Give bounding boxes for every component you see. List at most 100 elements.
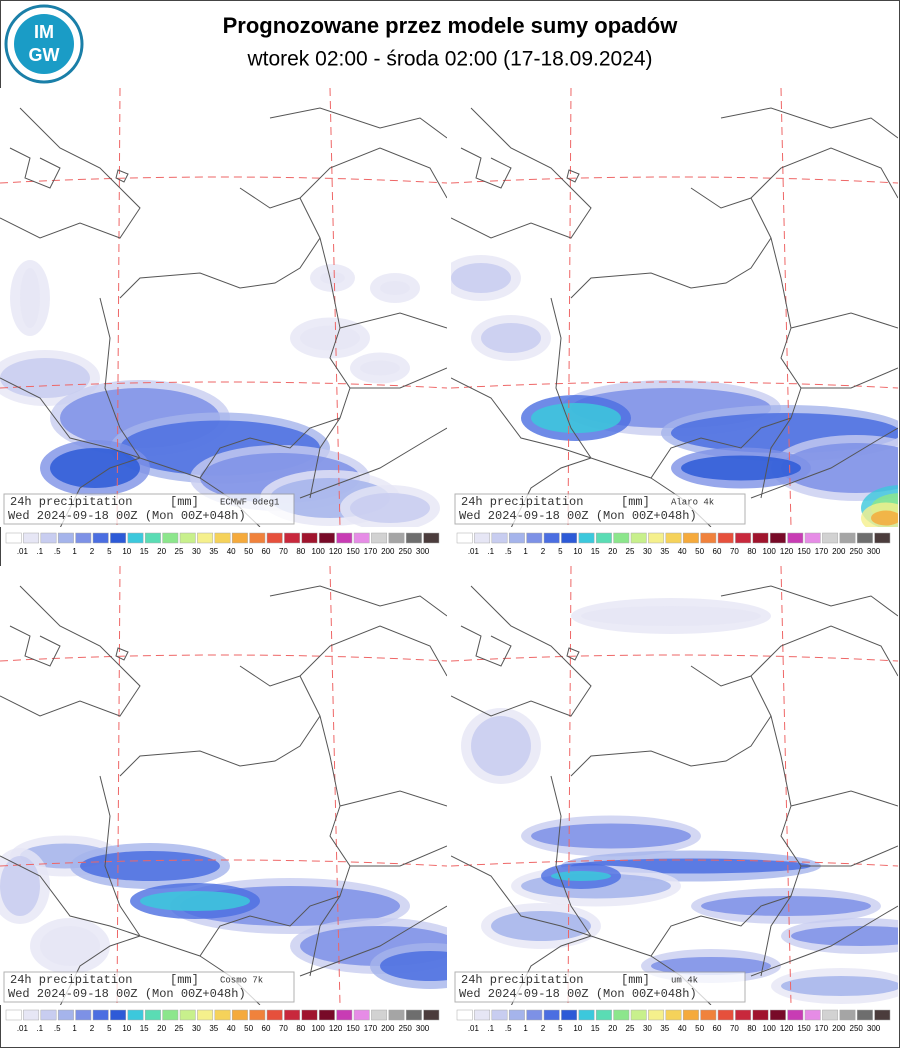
colorbar-box [491,1009,508,1021]
colorbar-label: 1 [523,1024,528,1033]
precip-area [0,358,90,398]
colorbar-label: 80 [747,547,756,556]
colorbar-label: 15 [140,1024,149,1033]
map-panel: 24h precipitation [mm] Alaro 4k Wed 2024-09… [451,88,898,527]
border [566,169,580,183]
precip-area [651,957,771,975]
colorbar-box [179,532,196,544]
colorbar-label: 1 [72,1024,77,1033]
colorbar-box [266,1009,283,1021]
border [299,905,447,977]
parallel [0,859,447,867]
title: Prognozowane przez modele sumy opadów [223,13,679,38]
colorbar-label: .5 [505,547,512,556]
colorbar-box [405,532,422,544]
colorbar-label: 50 [244,1024,253,1033]
precip-area [350,493,430,523]
colorbar-label: 250 [850,1024,864,1033]
colorbar-box [127,1009,144,1021]
border [590,417,792,479]
border [309,237,351,499]
colorbar-label: 200 [381,547,395,556]
colorbar-box [423,532,440,544]
colorbar-box [613,1009,630,1021]
border [566,647,580,661]
border [99,297,141,459]
colorbar-box [423,1009,440,1021]
colorbar-label: 25 [626,1024,635,1033]
colorbar-label: 120 [329,1024,343,1033]
colorbar-label: .01 [17,547,29,556]
colorbar-label: 60 [262,1024,271,1033]
precip-area [481,323,541,353]
colorbar-box [405,1009,422,1021]
precip-area [781,976,898,996]
colorbar-box [144,1009,161,1021]
precip-label: 24h precipitation [10,973,132,987]
border [570,665,772,777]
parallel [451,176,898,184]
colorbar: .01.1.5 1 2 5 10 15 20 25 30 35 40 50 60 70 80 100 120 15… [456,532,891,556]
colorbar-label: 40 [227,1024,236,1033]
colorbar-label: 250 [399,1024,413,1033]
border [460,625,512,667]
parallel [0,176,447,184]
colorbar-box [700,1009,717,1021]
colorbar-box [874,532,891,544]
colorbar-box [561,1009,578,1021]
colorbar-label: 120 [780,1024,794,1033]
colorbar-box [648,532,665,544]
precip-area [320,272,345,284]
colorbar-box [508,532,525,544]
meridian [567,88,572,527]
border [451,107,592,239]
colorbar-label: 25 [175,1024,184,1033]
colorbar-box [526,1009,543,1021]
colorbar-label: 70 [730,547,739,556]
model-name: ECMWF 0deg1 [220,497,279,507]
border [0,377,141,459]
border [750,147,898,199]
colorbar-label: 2 [541,547,546,556]
colorbar-label: 250 [850,547,864,556]
border [801,367,898,389]
colorbar-box [197,1009,214,1021]
colorbar-box [40,532,57,544]
colorbar-box [474,1009,491,1021]
colorbar-box [353,532,370,544]
colorbar-label: 60 [713,1024,722,1033]
colorbar-box [144,532,161,544]
border [339,312,447,329]
colorbar-label: 30 [192,1024,201,1033]
colorbar-box [804,532,821,544]
colorbar-label: 5 [107,1024,112,1033]
colorbar-label: 170 [815,547,829,556]
colorbar-box [353,1009,370,1021]
colorbar-label: 50 [244,547,253,556]
colorbar-label: 5 [558,547,563,556]
colorbar-box [110,532,127,544]
colorbar-box [231,532,248,544]
valid-time: Wed 2024-09-18 00Z (Mon 00Z+048h) [459,509,697,523]
colorbar-box [179,1009,196,1021]
colorbar-box [197,532,214,544]
precip-area [80,851,220,881]
colorbar-label: .5 [54,1024,61,1033]
colorbar: .01.1.5 1 2 5 10 15 20 25 30 35 40 50 60 70 80 100 120 15… [5,1009,440,1033]
colorbar-box [388,1009,405,1021]
colorbar-label: 60 [262,547,271,556]
colorbar-box [822,532,839,544]
border [590,895,792,957]
colorbar-box [595,1009,612,1021]
colorbar-label: 100 [312,547,326,556]
border [9,147,61,189]
colorbar-label: 150 [346,547,360,556]
info-box-bg [3,971,295,1003]
colorbar-box [388,532,405,544]
border [750,625,898,677]
colorbar-box [301,1009,318,1021]
colorbar-box [526,532,543,544]
colorbar-box [839,532,856,544]
colorbar-label: .1 [487,547,494,556]
